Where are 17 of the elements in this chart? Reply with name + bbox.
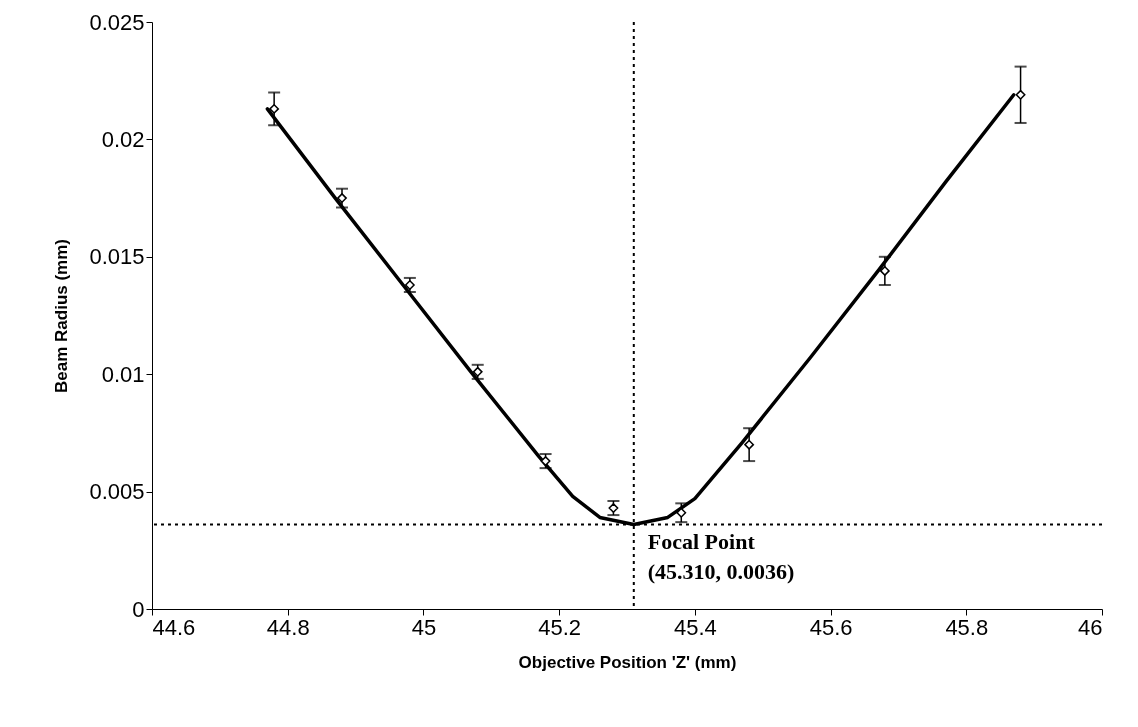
y-tick-label: 0.02	[101, 126, 145, 152]
y-tick-label: 0.01	[101, 361, 145, 387]
x-tick-label: 45.8	[945, 614, 989, 640]
x-tick-label: 45.2	[538, 614, 582, 640]
x-tick-label: 44.6	[152, 614, 196, 640]
x-tick-label: 44.8	[266, 614, 310, 640]
x-tick-label: 46	[1078, 614, 1103, 640]
x-tick-label: 45	[411, 614, 437, 640]
x-tick-label: 45.6	[809, 614, 853, 640]
y-tick-label: 0	[132, 596, 145, 622]
y-tick-label: 0.005	[89, 479, 145, 505]
x-tick-label: 45.4	[673, 614, 717, 640]
y-axis-title: Beam Radius (mm)	[52, 239, 72, 393]
annotation: Focal Point (45.310, 0.0036)	[647, 529, 795, 585]
y-tick-label: 0.025	[89, 9, 145, 35]
y-tick-label: 0.015	[89, 244, 145, 270]
x-axis-title: Objective Position 'Z' (mm)	[518, 652, 737, 672]
